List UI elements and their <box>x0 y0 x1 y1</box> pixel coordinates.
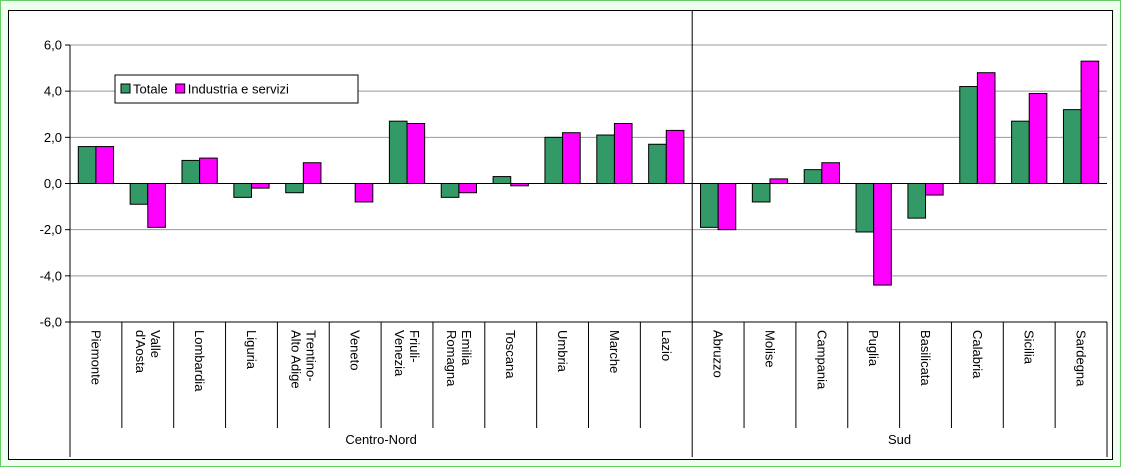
x-tick-label: Toscana <box>503 330 518 379</box>
x-tick-label: Puglia <box>866 330 881 367</box>
x-tick-label: Lombardia <box>192 330 207 392</box>
label-line: Campania <box>814 330 829 390</box>
legend-box <box>114 74 359 104</box>
bar <box>544 136 564 184</box>
bar <box>1080 60 1100 184</box>
bar <box>233 183 252 198</box>
label-line: Abruzzo <box>711 330 726 378</box>
label-line: Puglia <box>866 330 881 367</box>
bar <box>959 86 978 184</box>
group-label: Sud <box>888 432 911 447</box>
label-line: Basilicata <box>918 330 933 386</box>
x-tick-label: Basilicata <box>918 330 933 386</box>
x-tick-label: Veneto <box>348 330 363 371</box>
bar <box>873 183 892 286</box>
x-tick-label: Trentino-Alto Adige <box>288 330 318 389</box>
bar <box>250 183 270 189</box>
bar <box>129 183 149 205</box>
label-line: Molise <box>762 330 777 368</box>
label-line: Romagna <box>444 330 459 387</box>
bar <box>562 132 581 184</box>
x-tick-label: Umbria <box>555 330 570 373</box>
bar <box>855 183 875 233</box>
label-line: Calabria <box>970 330 985 379</box>
bar <box>492 176 512 184</box>
x-tick-label: Valled'Aosta <box>133 330 163 374</box>
bar <box>302 162 322 185</box>
label-line: Lombardia <box>192 330 207 392</box>
bar <box>1011 120 1030 185</box>
x-tick-label: Campania <box>814 330 829 390</box>
bar <box>613 122 633 184</box>
x-tick-label: Sicilia <box>1022 330 1037 365</box>
bar <box>1028 92 1048 184</box>
bar <box>199 157 218 185</box>
label-line: Toscana <box>503 330 518 379</box>
group-label: Centro-Nord <box>345 432 417 447</box>
bar <box>751 183 771 203</box>
label-line: Sardegna <box>1074 330 1089 387</box>
bar <box>925 183 944 196</box>
y-tick-label: -6,0 <box>40 315 62 330</box>
label-line: d'Aosta <box>133 330 148 374</box>
y-tick-label: -2,0 <box>40 222 62 237</box>
y-tick-label: 6,0 <box>44 38 62 53</box>
legend-label: Totale <box>133 82 168 97</box>
bar <box>458 183 478 194</box>
x-tick-label: Molise <box>762 330 777 368</box>
bar <box>665 129 685 185</box>
label-line: Valle <box>148 330 163 358</box>
bar <box>1062 109 1082 184</box>
bar <box>388 120 408 185</box>
y-tick-label: 0,0 <box>44 176 62 191</box>
x-tick-label: EmiliaRomagna <box>444 330 474 387</box>
legend-swatch <box>120 83 131 94</box>
bar <box>699 183 719 228</box>
bar <box>648 143 667 184</box>
legend-label: Industria e servizi <box>188 82 289 97</box>
x-tick-label: Friuli-Venezia <box>392 330 422 377</box>
label-line: Piemonte <box>88 330 103 385</box>
bar <box>181 159 201 185</box>
bar <box>95 146 115 184</box>
bar <box>285 183 304 194</box>
bar <box>354 183 374 203</box>
label-line: Alto Adige <box>288 330 303 389</box>
label-line: Liguria <box>244 330 259 370</box>
x-tick-label: Liguria <box>244 330 259 370</box>
x-tick-label: Marche <box>607 330 622 373</box>
label-line: Trentino- <box>303 330 318 382</box>
y-tick-label: -4,0 <box>40 268 62 283</box>
label-line: Friuli- <box>407 330 422 363</box>
bar <box>147 183 166 228</box>
label-line: Lazio <box>659 330 674 361</box>
bar <box>976 72 996 184</box>
label-line: Marche <box>607 330 622 373</box>
bar <box>821 162 840 185</box>
bar <box>717 183 737 231</box>
bar <box>406 122 426 184</box>
y-tick-label: 2,0 <box>44 130 62 145</box>
label-line: Venezia <box>392 330 407 377</box>
bar <box>440 183 460 198</box>
label-line: Emilia <box>459 330 474 366</box>
x-tick-label: Lazio <box>659 330 674 361</box>
bar <box>596 134 615 184</box>
legend-swatch <box>175 83 186 94</box>
x-tick-label: Abruzzo <box>711 330 726 378</box>
label-line: Sicilia <box>1022 330 1037 365</box>
x-tick-label: Calabria <box>970 330 985 379</box>
x-tick-label: Piemonte <box>88 330 103 385</box>
bar <box>803 169 823 184</box>
x-tick-label: Sardegna <box>1074 330 1089 387</box>
bar <box>77 146 97 184</box>
y-tick-label: 4,0 <box>44 84 62 99</box>
bar <box>907 183 927 219</box>
label-line: Veneto <box>348 330 363 371</box>
bar <box>769 178 789 184</box>
label-line: Umbria <box>555 330 570 373</box>
